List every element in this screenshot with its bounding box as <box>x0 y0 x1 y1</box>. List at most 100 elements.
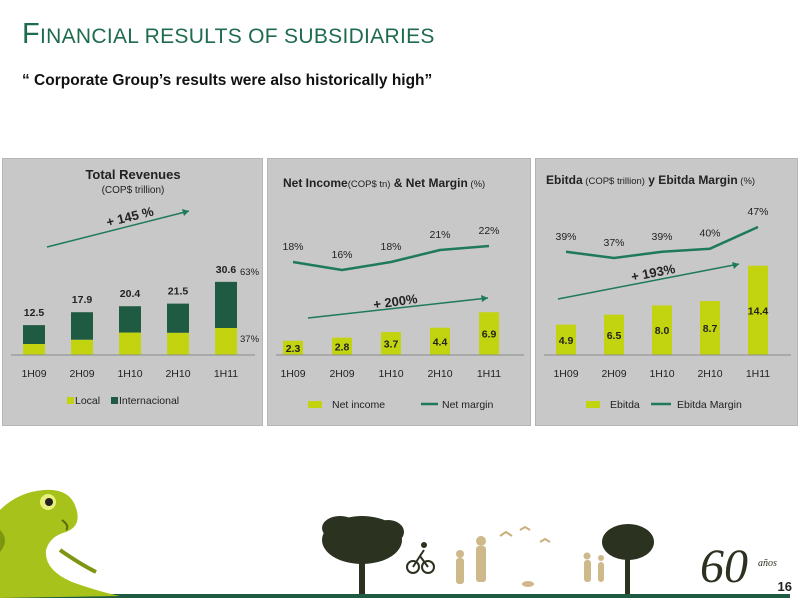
growth-arrow <box>557 263 740 300</box>
growth-arrow <box>307 297 489 319</box>
pct-local-label: 37% <box>240 334 260 345</box>
title-rest: INANCIAL RESULTS OF SUBSIDIARIES <box>40 25 435 48</box>
legend-swatch-net-income <box>308 401 322 408</box>
bar-value-label: 14.4 <box>748 305 769 317</box>
logo-small-text: años <box>758 558 777 569</box>
bar-value-label: 3.7 <box>384 339 399 351</box>
bar <box>652 305 672 355</box>
total-label: 20.4 <box>120 288 141 300</box>
margin-label: 39% <box>555 231 576 243</box>
x-tick-label: 2H10 <box>165 368 190 380</box>
bar-value-label: 2.8 <box>335 341 350 353</box>
net-income-panel: Net Income(COP$ tn) & Net Margin (%) 2.3… <box>267 158 531 426</box>
bar-internacional <box>71 312 93 340</box>
title-part-4: (%) <box>468 179 485 190</box>
x-tick-label: 1H10 <box>378 368 403 380</box>
growth-arrow-head <box>481 295 488 302</box>
bar-internacional <box>215 281 237 328</box>
margin-label: 47% <box>747 206 768 218</box>
chart-subtitle: (COP$ trillion) <box>102 185 165 196</box>
chart-title: Ebitda (COP$ trillion) y Ebitda Margin (… <box>546 173 755 187</box>
title-part-2: (COP$ tn) <box>348 179 391 190</box>
footer-line <box>0 594 790 598</box>
x-tick-label: 1H11 <box>214 368 238 380</box>
bar <box>700 301 720 355</box>
margin-label: 18% <box>380 241 401 253</box>
bar-internacional <box>23 325 45 345</box>
x-tick-label: 2H09 <box>329 368 354 380</box>
60-years-logo: 60 años <box>700 540 777 593</box>
margin-line <box>292 244 490 272</box>
bar <box>381 332 401 355</box>
pct-internacional-label: 63% <box>240 267 260 278</box>
x-tick-label: 2H09 <box>601 368 626 380</box>
margin-label: 18% <box>282 241 303 253</box>
people-illustration <box>456 536 604 587</box>
net-income-chart: Net Income(COP$ tn) & Net Margin (%) 2.3… <box>276 176 524 411</box>
bar <box>604 314 624 355</box>
title-part-4: (%) <box>738 176 755 187</box>
legend-label-net-margin: Net margin <box>442 399 494 411</box>
title-part-1: Net Income <box>283 176 348 190</box>
title-part-1: Ebitda <box>546 173 583 187</box>
total-label: 21.5 <box>168 286 189 298</box>
ebitda-panel: Ebitda (COP$ trillion) y Ebitda Margin (… <box>535 158 798 426</box>
growth-arrow <box>46 210 190 248</box>
legend-swatch-ebitda <box>586 401 600 408</box>
bar-value-label: 2.3 <box>286 343 301 355</box>
margin-label: 39% <box>651 231 672 243</box>
bar-local <box>71 339 93 355</box>
bar <box>430 327 450 355</box>
bar <box>748 265 768 355</box>
chart-title: Net Income(COP$ tn) & Net Margin (%) <box>283 176 485 190</box>
x-tick-label: 1H11 <box>746 368 770 380</box>
revenues-chart: Total Revenues (COP$ trillion) 12.5 1H09 1… <box>11 167 260 407</box>
x-tick-label: 1H09 <box>21 368 46 380</box>
revenues-marks: 12.5 1H09 17.9 2H09 20.4 1H10 21.5 2H10 30.6 1H11 <box>11 264 255 380</box>
margin-label: 40% <box>699 228 720 240</box>
bar-value-label: 4.9 <box>559 335 574 347</box>
legend-label-ebitda: Ebitda <box>610 399 640 411</box>
bar <box>283 340 303 355</box>
legend-label-net-income: Net income <box>332 399 385 411</box>
x-tick-label: 1H11 <box>477 368 501 380</box>
slide-title: FINANCIAL RESULTS OF SUBSIDIARIES <box>22 18 435 51</box>
x-tick-label: 1H09 <box>280 368 305 380</box>
margin-label: 22% <box>478 225 499 237</box>
bar-value-label: 4.4 <box>433 336 448 348</box>
bar-internacional <box>167 303 189 333</box>
growth-arrow-head <box>732 262 739 269</box>
bar-value-label: 6.5 <box>607 330 622 342</box>
bar <box>556 324 576 355</box>
growth-label: + 200% <box>372 291 419 312</box>
bar-local <box>215 327 237 355</box>
margin-label: 37% <box>603 237 624 249</box>
silhouette-scene-illustration <box>322 516 654 594</box>
title-part-2: (COP$ trillion) <box>583 176 645 187</box>
bar-value-label: 8.0 <box>655 325 670 337</box>
x-tick-label: 2H10 <box>427 368 452 380</box>
chart-title: Total Revenues <box>85 167 180 182</box>
title-initial: F <box>22 18 41 50</box>
title-part-3: & Net Margin <box>390 176 467 190</box>
ebitda-marks: 4.9 39% 1H09 6.5 37% 2H09 8.0 39% 1H10 8.7 40% 2H10… <box>544 206 791 380</box>
margin-label: 16% <box>331 249 352 261</box>
legend-label-internacional: Internacional <box>119 395 179 407</box>
legend-label-local: Local <box>75 395 100 407</box>
x-tick-label: 2H10 <box>697 368 722 380</box>
margin-line <box>565 225 759 260</box>
bar <box>332 337 352 355</box>
x-tick-label: 1H10 <box>117 368 142 380</box>
ebitda-chart: Ebitda (COP$ trillion) y Ebitda Margin (… <box>544 173 791 411</box>
bar-internacional <box>119 306 141 333</box>
total-label: 12.5 <box>24 307 45 319</box>
net-income-marks: 2.3 18% 1H09 2.8 16% 2H09 3.7 18% 1H10 4.4 21% 2H10… <box>276 225 524 380</box>
margin-label: 21% <box>429 229 450 241</box>
total-label: 17.9 <box>72 294 93 306</box>
legend-swatch-internacional <box>111 397 118 404</box>
page-number: 16 <box>777 579 792 594</box>
bar <box>479 312 499 355</box>
logo-number: 60 <box>700 540 748 593</box>
x-tick-label: 2H09 <box>69 368 94 380</box>
x-tick-label: 1H10 <box>649 368 674 380</box>
